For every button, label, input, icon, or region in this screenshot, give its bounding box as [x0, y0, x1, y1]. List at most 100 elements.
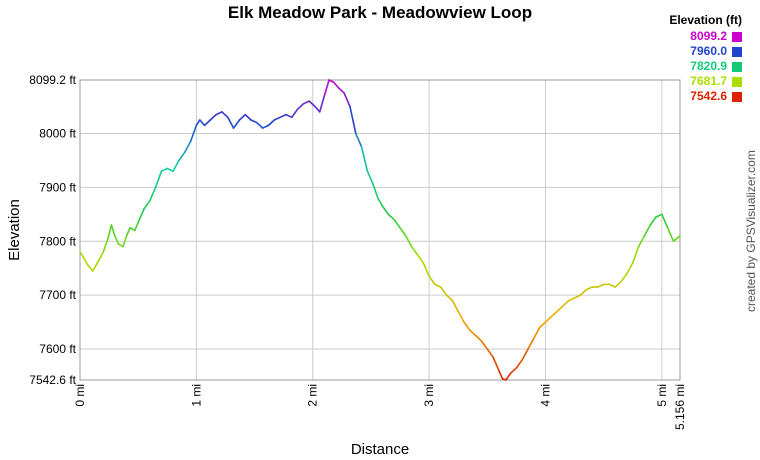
elevation-segment	[626, 262, 634, 275]
elevation-segment	[122, 235, 128, 248]
elevation-segment	[221, 111, 229, 119]
elevation-segment	[137, 208, 145, 224]
y-tick-label: 7700 ft	[39, 288, 76, 302]
elevation-segment	[149, 186, 157, 202]
elevation-segment	[463, 321, 471, 331]
elevation-segment	[273, 116, 281, 121]
elevation-segment	[381, 205, 390, 216]
elevation-segment	[428, 275, 436, 286]
x-axis-ticks: 0 mi 1 mi 2 mi 3 mi 4 mi 5 mi 5.156 mi	[73, 384, 687, 430]
legend-entry-label: 7681.7	[690, 74, 727, 88]
elevation-segment	[215, 111, 223, 116]
elevation-segment	[614, 280, 622, 288]
y-axis-ticks: 7542.6 ft 7600 ft 7700 ft 7800 ft 7900 ft 800…	[29, 73, 76, 387]
elevation-segment	[183, 140, 192, 154]
y-tick-label: 7542.6 ft	[29, 373, 76, 387]
elevation-segment	[96, 251, 105, 264]
elevation-segment	[250, 119, 258, 124]
elevation-segment	[226, 116, 235, 129]
elevation-segment	[166, 167, 174, 172]
elevation-segment	[509, 367, 518, 375]
legend-swatch	[732, 91, 742, 102]
elevation-segment	[244, 113, 252, 121]
elevation-segment	[117, 243, 124, 248]
elevation-segment	[544, 315, 553, 323]
y-tick-label: 7600 ft	[39, 342, 76, 356]
elevation-segment	[405, 235, 413, 248]
elevation-segment	[573, 294, 582, 299]
elevation-segment	[125, 226, 131, 237]
legend-entry-label: 7820.9	[690, 59, 727, 73]
elevation-segment	[349, 105, 357, 135]
elevation-segment	[285, 113, 293, 119]
elevation-segment	[469, 329, 477, 337]
elevation-segment	[399, 226, 407, 237]
elevation-segment	[655, 213, 663, 218]
y-tick-label: 7800 ft	[39, 234, 76, 248]
elevation-segment	[608, 283, 617, 288]
legend-swatch	[732, 61, 742, 72]
elevation-segment	[195, 119, 201, 127]
legend-entry: 7820.9	[669, 59, 742, 74]
elevation-segment	[296, 103, 305, 111]
elevation-segment	[154, 170, 163, 189]
elevation-segment	[82, 256, 89, 267]
elevation-segment	[434, 283, 442, 288]
elevation-segment	[323, 79, 330, 97]
elevation-segment	[416, 253, 425, 264]
elevation-segment	[372, 183, 379, 199]
x-tick-label: 5.156 mi	[673, 384, 687, 430]
elevation-segment	[515, 359, 524, 369]
elevation-segment	[308, 100, 316, 108]
elevation-segment	[178, 151, 186, 162]
elevation-segment	[114, 235, 120, 245]
elevation-segment	[666, 226, 675, 243]
x-axis-title: Distance	[351, 441, 409, 458]
elevation-segment	[393, 218, 401, 229]
elevation-segment	[143, 200, 151, 210]
elevation-legend: Elevation (ft) 8099.2 7960.0 7820.9 7681.7 7…	[669, 13, 742, 104]
legend-entry-label: 8099.2	[690, 29, 727, 43]
elevation-segment	[343, 92, 351, 108]
elevation-segment	[480, 340, 489, 350]
x-tick-label: 5 mi	[655, 384, 669, 407]
chart-title: Elk Meadow Park - Meadowview Loop	[227, 3, 533, 22]
elevation-segment	[366, 170, 375, 186]
elevation-segment	[445, 294, 454, 302]
y-tick-label: 8099.2 ft	[29, 73, 76, 87]
elevation-segment	[597, 283, 605, 288]
legend-entry: 7542.6	[669, 89, 742, 104]
elevation-segment	[261, 124, 270, 129]
elevation-segment	[133, 221, 139, 232]
legend-rows: 8099.2 7960.0 7820.9 7681.7 7542.6	[669, 29, 742, 104]
elevation-segment	[232, 119, 241, 129]
legend-entry: 8099.2	[669, 29, 742, 44]
elevation-segment	[279, 113, 287, 119]
elevation-line	[79, 79, 681, 381]
y-tick-label: 7900 ft	[39, 180, 76, 194]
elevation-segment	[110, 224, 116, 237]
elevation-segment	[318, 94, 326, 113]
elevation-segment	[505, 372, 512, 381]
legend-entry: 7681.7	[669, 74, 742, 89]
elevation-segment	[486, 348, 494, 358]
elevation-segment	[661, 213, 669, 229]
elevation-segment	[533, 326, 541, 340]
elevation-segment	[474, 334, 483, 342]
elevation-segment	[492, 356, 500, 372]
elevation-segment	[538, 321, 547, 329]
plot-area-frame	[79, 79, 681, 381]
elevation-segment	[302, 100, 311, 105]
elevation-segment	[410, 245, 419, 256]
x-tick-label: 3 mi	[422, 384, 436, 407]
elevation-segment	[102, 237, 109, 253]
elevation-segment	[550, 310, 558, 318]
elevation-segment	[585, 286, 593, 291]
legend-entry-label: 7960.0	[690, 44, 727, 58]
elevation-segment	[332, 81, 340, 89]
elevation-segment	[457, 310, 465, 323]
elevation-segment	[87, 264, 94, 272]
x-tick-label: 2 mi	[306, 384, 320, 407]
elevation-segment	[129, 226, 136, 232]
